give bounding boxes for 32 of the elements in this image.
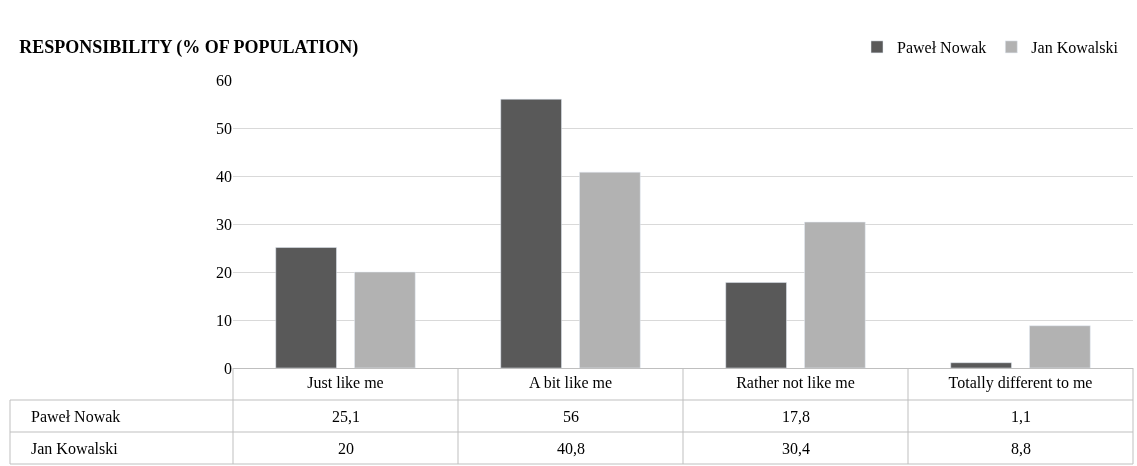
x-tick-label: A bit like me <box>528 374 613 392</box>
data-label: 1,1 <box>1011 408 1031 425</box>
x-tick-label: Totally different to me <box>948 374 1093 393</box>
data-label: 17,8 <box>782 408 810 425</box>
text: Paweł Nowak <box>31 408 121 425</box>
bar <box>1029 325 1091 368</box>
y-tick-label: 0 <box>224 359 232 377</box>
data-label: 25,1 <box>332 408 360 425</box>
data-label: 56 <box>563 408 579 425</box>
y-tick-label: 60 <box>216 71 232 89</box>
data-label: 40,8 <box>557 440 585 457</box>
bar <box>725 282 787 368</box>
chart-title: RESPONSIBILITY (% OF POPULATION) <box>19 37 359 59</box>
bar <box>950 362 1012 368</box>
bar <box>500 98 562 368</box>
x-tick-label: Rather not like me <box>736 374 855 392</box>
bar <box>275 247 337 368</box>
data-label: 8,8 <box>1011 440 1031 457</box>
y-tick-label: 40 <box>216 167 232 185</box>
data-label: 30,4 <box>782 440 810 457</box>
legend-label: Jan Kowalski <box>1031 39 1119 57</box>
data-label: 20 <box>338 440 354 457</box>
y-tick-label: 30 <box>216 215 232 233</box>
legend-label: Paweł Nowak <box>897 39 987 57</box>
x-tick-label: Just like me <box>307 374 384 392</box>
bar <box>354 271 416 368</box>
bar <box>804 221 866 368</box>
bar <box>579 171 641 368</box>
y-tick-label: 10 <box>216 311 232 329</box>
text: Jan Kowalski <box>31 440 118 457</box>
y-tick-label: 50 <box>216 119 232 137</box>
y-tick-label: 20 <box>216 263 232 281</box>
